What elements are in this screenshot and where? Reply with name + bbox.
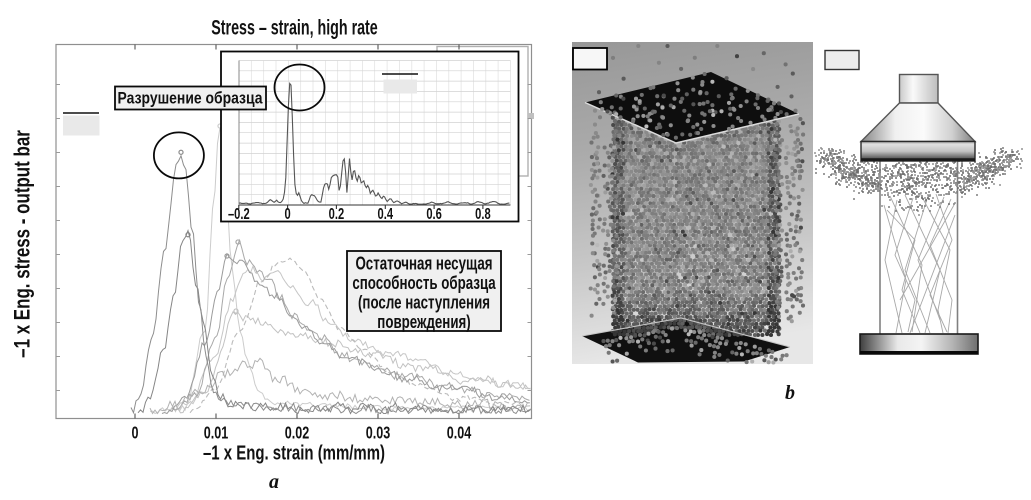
svg-text:0.02: 0.02: [285, 424, 310, 444]
svg-text:–0.2: –0.2: [228, 205, 250, 222]
svg-text:a: a: [269, 471, 279, 493]
svg-text:0.01: 0.01: [204, 424, 229, 444]
svg-text:–1 x Eng. strain (mm/mm): –1 x Eng. strain (mm/mm): [203, 441, 385, 464]
svg-text:0.2: 0.2: [329, 205, 345, 222]
svg-text:0.04: 0.04: [447, 424, 472, 444]
svg-text:0.03: 0.03: [366, 424, 391, 444]
svg-text:повреждения): повреждения): [377, 312, 470, 333]
svg-text:0.8: 0.8: [475, 205, 491, 222]
svg-text:0: 0: [284, 205, 290, 222]
svg-text:b: b: [785, 382, 795, 404]
svg-text:Остаточная несущая: Остаточная несущая: [355, 253, 492, 274]
svg-text:–1 x Eng. stress - output bar: –1 x Eng. stress - output bar: [10, 130, 35, 358]
svg-text:(после наступления: (после наступления: [358, 292, 490, 313]
svg-text:0: 0: [131, 424, 138, 444]
svg-text:Разрушение образца: Разрушение образца: [118, 89, 263, 108]
svg-text:Stress – strain, high rate: Stress – strain, high rate: [211, 16, 377, 39]
svg-text:0.6: 0.6: [426, 205, 442, 222]
svg-text:способность образца: способность образца: [352, 273, 496, 294]
svg-text:0.4: 0.4: [378, 205, 394, 222]
